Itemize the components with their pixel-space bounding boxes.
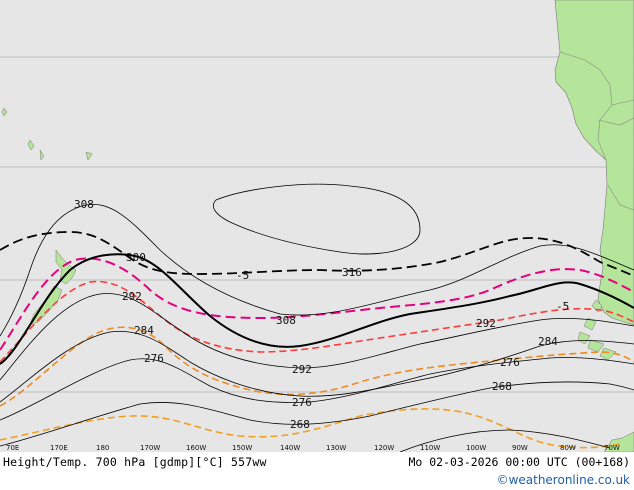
longitude-tick-label: 70W (604, 444, 620, 452)
longitude-tick-label: 130W (326, 444, 346, 452)
height-label: 292 (292, 363, 312, 376)
temperature-label: -5 (556, 300, 569, 313)
longitude-tick-label: 180 (96, 444, 109, 452)
map-title: Height/Temp. 700 hPa [gdmp][°C] 557ww (3, 455, 267, 469)
longitude-tick-label: 70E (6, 444, 19, 452)
height-contour-292 (0, 293, 634, 381)
longitude-tick-label: 160W (186, 444, 206, 452)
height-contour-276 (0, 357, 634, 421)
south-america-land (554, 0, 634, 326)
height-contour-300 (0, 253, 634, 365)
credit-link[interactable]: ©weatheronline.co.uk (496, 473, 630, 487)
height-labels: 308 300 292 284 276 316 308 292 292 284 … (74, 198, 558, 431)
valid-time: Mo 02-03-2026 00:00 UTC (00+168) (408, 455, 630, 469)
longitude-tick-label: 120W (374, 444, 394, 452)
height-label: 316 (342, 266, 362, 279)
height-contour-308 (0, 204, 634, 337)
ocean (0, 0, 634, 452)
height-label: 292 (122, 290, 142, 303)
country-border (559, 51, 634, 211)
map-title-text: Height/Temp. 700 hPa [gdmp][°C] (3, 455, 231, 469)
pacific-islands (1, 107, 93, 161)
height-label: 268 (492, 380, 512, 393)
longitude-tick-label: 140W (280, 444, 300, 452)
height-label: 284 (134, 324, 154, 337)
longitude-tick-label: 170E (50, 444, 68, 452)
height-contour-284 (0, 330, 634, 403)
height-contour-268 (0, 381, 634, 447)
longitude-tick-label: 100W (466, 444, 486, 452)
height-label: 292 (476, 317, 496, 330)
temperature-label: -5 (236, 269, 249, 282)
height-contour-260 (399, 429, 611, 453)
map-model: 557ww (230, 455, 267, 469)
temp-contour-5 (0, 326, 634, 407)
map-footer: Height/Temp. 700 hPa [gdmp][°C] 557ww Mo… (0, 452, 634, 490)
height-label: 276 (292, 396, 312, 409)
chile-islands (577, 299, 617, 361)
longitude-tick-label: 110W (420, 444, 440, 452)
longitude-tick-label: 170W (140, 444, 160, 452)
longitude-ticks: 70E 170E 180 170W 160W 150W 140W 130W 120W 110W 10… (6, 444, 620, 452)
temp-contour-0 (0, 280, 634, 363)
height-label: 308 (74, 198, 94, 211)
height-label: 268 (290, 418, 310, 431)
new-zealand-north-island (55, 249, 77, 285)
longitude-tick-label: 150W (232, 444, 252, 452)
height-label: 284 (538, 335, 558, 348)
longitude-tick-label: 80W (560, 444, 576, 452)
grid-lines (0, 56, 634, 393)
height-contour-308-closed (213, 183, 421, 255)
height-label: 276 (144, 352, 164, 365)
height-label: 300 (126, 251, 146, 264)
new-zealand-south-island (29, 285, 63, 325)
longitude-tick-label: 90W (512, 444, 528, 452)
height-label: 276 (500, 356, 520, 369)
temperature-labels: -5 -5 (236, 269, 569, 313)
height-label: 308 (276, 314, 296, 327)
